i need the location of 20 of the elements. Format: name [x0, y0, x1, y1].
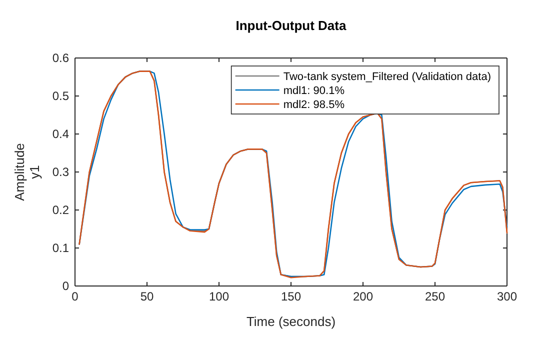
x-tick-label: 200 [352, 290, 374, 304]
y-tick-label: 0.6 [52, 50, 70, 65]
legend-label: Two-tank system_Filtered (Validation data) [283, 71, 491, 83]
legend-label: mdl1: 90.1% [283, 85, 345, 97]
y-tick-label: 0.2 [52, 202, 70, 217]
chart-title: Input-Output Data [236, 18, 347, 33]
x-tick-label: 150 [280, 290, 302, 304]
y-axis-title: Amplitude y1 [12, 143, 42, 201]
x-tick-label: 250 [424, 290, 446, 304]
y-tick-label: 0.3 [52, 164, 70, 179]
x-axis-title: Time (seconds) [246, 314, 336, 329]
x-tick-label: 0 [72, 290, 79, 304]
y-tick-label: 0.1 [52, 240, 70, 255]
legend-label: mdl2: 98.5% [283, 99, 345, 111]
x-tick-label: 50 [140, 290, 154, 304]
x-tick-label: 100 [208, 290, 230, 304]
y-tick-label: 0.4 [52, 126, 70, 141]
x-tick-label: 300 [496, 290, 518, 304]
y-tick-label: 0.5 [52, 88, 70, 103]
y-tick-label: 0 [62, 278, 70, 293]
